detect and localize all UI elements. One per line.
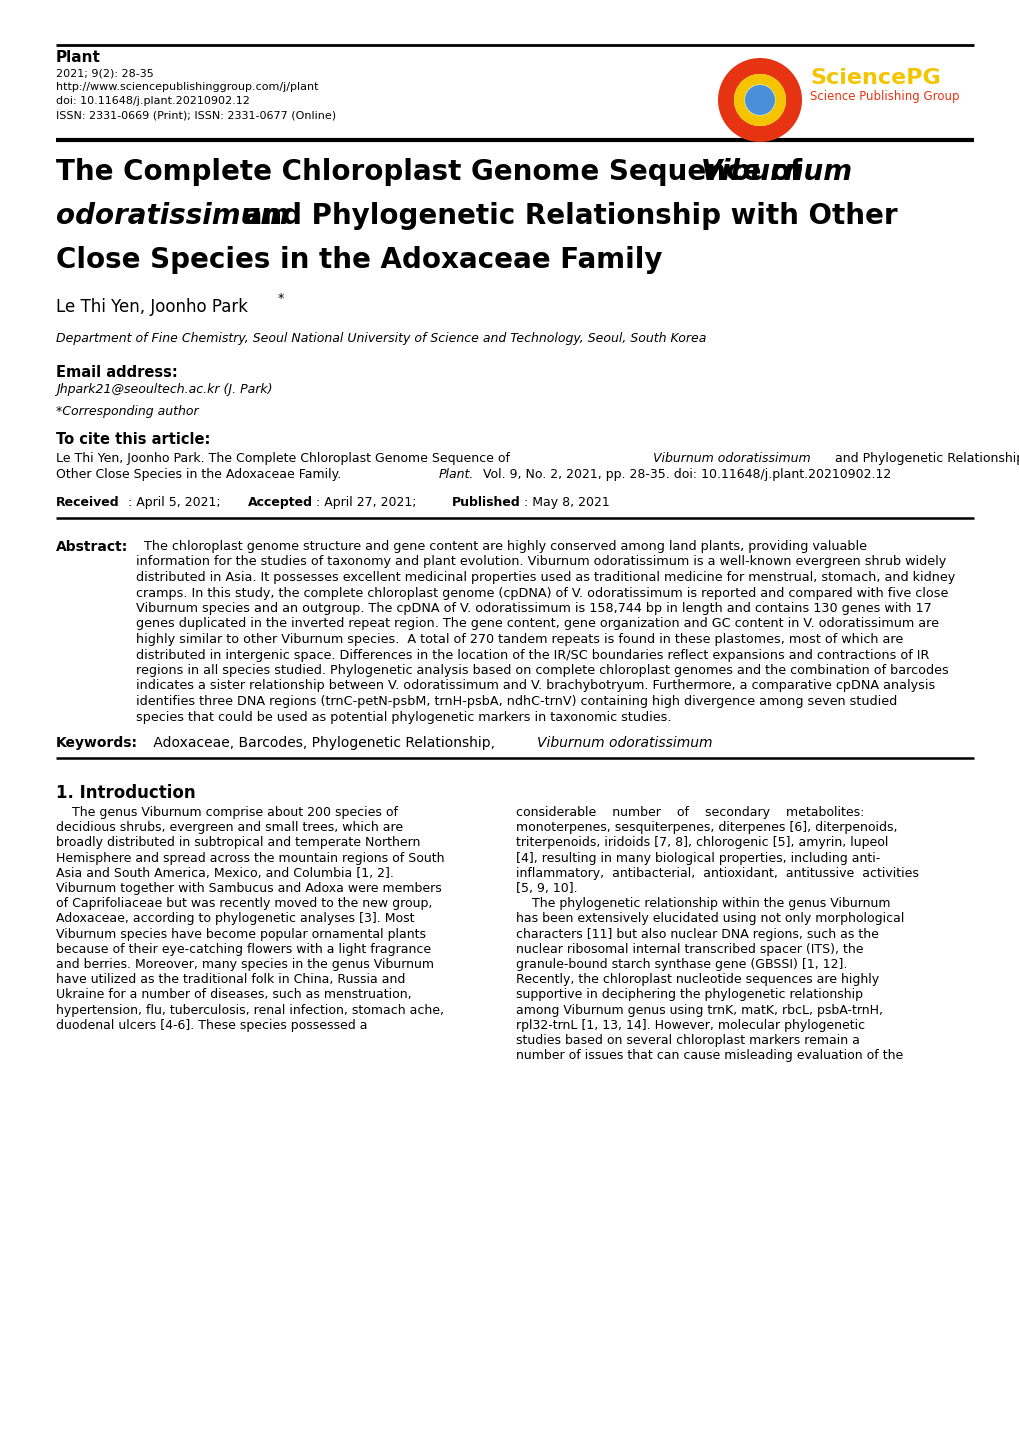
- Text: cramps. In this study, the complete chloroplast genome (cpDNA) of V. odoratissim: cramps. In this study, the complete chlo…: [136, 586, 948, 599]
- Text: Recently, the chloroplast nucleotide sequences are highly: Recently, the chloroplast nucleotide seq…: [516, 973, 878, 986]
- Text: 1. Introduction: 1. Introduction: [56, 784, 196, 802]
- Text: hypertension, flu, tuberculosis, renal infection, stomach ache,: hypertension, flu, tuberculosis, renal i…: [56, 1003, 443, 1017]
- Circle shape: [744, 85, 774, 115]
- Text: The phylogenetic relationship within the genus Viburnum: The phylogenetic relationship within the…: [516, 898, 890, 911]
- Text: Other Close Species in the Adoxaceae Family.: Other Close Species in the Adoxaceae Fam…: [56, 468, 344, 481]
- Text: *Corresponding author: *Corresponding author: [56, 405, 199, 418]
- Text: Plant.: Plant.: [438, 468, 474, 481]
- Text: SciencePG: SciencePG: [809, 68, 940, 88]
- Text: Adoxaceae, Barcodes, Phylogenetic Relationship,: Adoxaceae, Barcodes, Phylogenetic Relati…: [149, 736, 499, 750]
- Text: supportive in deciphering the phylogenetic relationship: supportive in deciphering the phylogenet…: [516, 988, 862, 1001]
- Text: Viburnum: Viburnum: [700, 157, 852, 186]
- Text: duodenal ulcers [4-6]. These species possessed a: duodenal ulcers [4-6]. These species pos…: [56, 1019, 367, 1032]
- Text: nuclear ribosomal internal transcribed spacer (ITS), the: nuclear ribosomal internal transcribed s…: [516, 942, 863, 955]
- Text: identifies three DNA regions (trnC-petN-psbM, trnH-psbA, ndhC-trnV) containing h: identifies three DNA regions (trnC-petN-…: [136, 696, 897, 709]
- Text: information for the studies of taxonomy and plant evolution. Viburnum odoratissi: information for the studies of taxonomy …: [136, 556, 946, 569]
- Text: broadly distributed in subtropical and temperate Northern: broadly distributed in subtropical and t…: [56, 837, 420, 850]
- Text: Email address:: Email address:: [56, 365, 177, 380]
- Text: Accepted: Accepted: [248, 496, 313, 509]
- Text: and Phylogenetic Relationship with: and Phylogenetic Relationship with: [830, 452, 1019, 465]
- Text: Published: Published: [451, 496, 521, 509]
- Text: odoratissimum: odoratissimum: [56, 202, 289, 229]
- Text: Vol. 9, No. 2, 2021, pp. 28-35. doi: 10.11648/j.plant.20210902.12: Vol. 9, No. 2, 2021, pp. 28-35. doi: 10.…: [479, 468, 891, 481]
- Text: http://www.sciencepublishinggroup.com/j/plant: http://www.sciencepublishinggroup.com/j/…: [56, 82, 318, 92]
- Text: [5, 9, 10].: [5, 9, 10].: [516, 882, 577, 895]
- Text: : May 8, 2021: : May 8, 2021: [524, 496, 609, 509]
- Text: and Phylogenetic Relationship with Other: and Phylogenetic Relationship with Other: [233, 202, 897, 229]
- Text: genes duplicated in the inverted repeat region. The gene content, gene organizat: genes duplicated in the inverted repeat …: [136, 618, 938, 631]
- Text: distributed in Asia. It possesses excellent medicinal properties used as traditi: distributed in Asia. It possesses excell…: [136, 571, 955, 584]
- Text: Keywords:: Keywords:: [56, 736, 138, 750]
- Text: Science Publishing Group: Science Publishing Group: [809, 89, 959, 102]
- Text: indicates a sister relationship between V. odoratissimum and V. brachybotryum. F: indicates a sister relationship between …: [136, 680, 934, 693]
- Text: Le Thi Yen, Joonho Park: Le Thi Yen, Joonho Park: [56, 299, 248, 316]
- Text: Plant: Plant: [56, 51, 101, 65]
- Text: The chloroplast genome structure and gene content are highly conserved among lan: The chloroplast genome structure and gen…: [136, 540, 866, 553]
- Text: Jhpark21@seoultech.ac.kr (J. Park): Jhpark21@seoultech.ac.kr (J. Park): [56, 382, 272, 395]
- Text: : April 27, 2021;: : April 27, 2021;: [316, 496, 420, 509]
- Text: Viburnum species and an outgroup. The cpDNA of V. odoratissimum is 158,744 bp in: Viburnum species and an outgroup. The cp…: [136, 602, 930, 615]
- Text: regions in all species studied. Phylogenetic analysis based on complete chloropl: regions in all species studied. Phylogen…: [136, 664, 948, 677]
- Wedge shape: [734, 74, 786, 126]
- Text: To cite this article:: To cite this article:: [56, 431, 210, 447]
- Text: highly similar to other Viburnum species.  A total of 270 tandem repeats is foun: highly similar to other Viburnum species…: [136, 633, 903, 646]
- Text: Viburnum odoratissimum: Viburnum odoratissimum: [536, 736, 712, 750]
- Text: Adoxaceae, according to phylogenetic analyses [3]. Most: Adoxaceae, according to phylogenetic ana…: [56, 912, 414, 925]
- Text: decidious shrubs, evergreen and small trees, which are: decidious shrubs, evergreen and small tr…: [56, 821, 403, 834]
- Text: distributed in intergenic space. Differences in the location of the IR/SC bounda: distributed in intergenic space. Differe…: [136, 648, 928, 661]
- Text: 2021; 9(2): 28-35: 2021; 9(2): 28-35: [56, 68, 154, 78]
- Text: Department of Fine Chemistry, Seoul National University of Science and Technolog: Department of Fine Chemistry, Seoul Nati…: [56, 332, 706, 345]
- Text: considerable    number    of    secondary    metabolites:: considerable number of secondary metabol…: [516, 807, 863, 820]
- Text: [4], resulting in many biological properties, including anti-: [4], resulting in many biological proper…: [516, 851, 879, 864]
- Text: Hemisphere and spread across the mountain regions of South: Hemisphere and spread across the mountai…: [56, 851, 444, 864]
- Text: triterpenoids, iridoids [7, 8], chlorogenic [5], amyrin, lupeol: triterpenoids, iridoids [7, 8], chloroge…: [516, 837, 888, 850]
- Text: Le Thi Yen, Joonho Park. The Complete Chloroplast Genome Sequence of: Le Thi Yen, Joonho Park. The Complete Ch…: [56, 452, 514, 465]
- Text: Received: Received: [56, 496, 119, 509]
- Text: Close Species in the Adoxaceae Family: Close Species in the Adoxaceae Family: [56, 245, 662, 274]
- Text: among Viburnum genus using trnK, matK, rbcL, psbA-trnH,: among Viburnum genus using trnK, matK, r…: [516, 1003, 882, 1017]
- Text: Viburnum together with Sambucus and Adoxa were members: Viburnum together with Sambucus and Adox…: [56, 882, 441, 895]
- Text: studies based on several chloroplast markers remain a: studies based on several chloroplast mar…: [516, 1035, 859, 1048]
- Text: because of their eye-catching flowers with a light fragrance: because of their eye-catching flowers wi…: [56, 942, 431, 955]
- Text: granule-bound starch synthase gene (GBSSI) [1, 12].: granule-bound starch synthase gene (GBSS…: [516, 958, 847, 971]
- Text: have utilized as the traditional folk in China, Russia and: have utilized as the traditional folk in…: [56, 973, 405, 986]
- Text: rpl32-trnL [1, 13, 14]. However, molecular phylogenetic: rpl32-trnL [1, 13, 14]. However, molecul…: [516, 1019, 864, 1032]
- Text: Asia and South America, Mexico, and Columbia [1, 2].: Asia and South America, Mexico, and Colu…: [56, 867, 393, 880]
- Text: ISSN: 2331-0669 (Print); ISSN: 2331-0677 (Online): ISSN: 2331-0669 (Print); ISSN: 2331-0677…: [56, 110, 336, 120]
- Text: and berries. Moreover, many species in the genus Viburnum: and berries. Moreover, many species in t…: [56, 958, 433, 971]
- Text: has been extensively elucidated using not only morphological: has been extensively elucidated using no…: [516, 912, 904, 925]
- Text: of Caprifoliaceae but was recently moved to the new group,: of Caprifoliaceae but was recently moved…: [56, 898, 432, 911]
- Text: The genus Viburnum comprise about 200 species of: The genus Viburnum comprise about 200 sp…: [56, 807, 397, 820]
- Text: monoterpenes, sesquiterpenes, diterpenes [6], diterpenoids,: monoterpenes, sesquiterpenes, diterpenes…: [516, 821, 897, 834]
- Text: species that could be used as potential phylogenetic markers in taxonomic studie: species that could be used as potential …: [136, 710, 671, 723]
- Text: Ukraine for a number of diseases, such as menstruation,: Ukraine for a number of diseases, such a…: [56, 988, 412, 1001]
- Text: characters [11] but also nuclear DNA regions, such as the: characters [11] but also nuclear DNA reg…: [516, 928, 878, 941]
- Text: Abstract:: Abstract:: [56, 540, 128, 554]
- Text: Viburnum species have become popular ornamental plants: Viburnum species have become popular orn…: [56, 928, 426, 941]
- Wedge shape: [717, 58, 801, 141]
- Text: number of issues that can cause misleading evaluation of the: number of issues that can cause misleadi…: [516, 1049, 903, 1062]
- Text: doi: 10.11648/j.plant.20210902.12: doi: 10.11648/j.plant.20210902.12: [56, 97, 250, 105]
- Text: inflammatory,  antibacterial,  antioxidant,  antitussive  activities: inflammatory, antibacterial, antioxidant…: [516, 867, 918, 880]
- Text: *: *: [278, 291, 284, 304]
- Text: The Complete Chloroplast Genome Sequence of: The Complete Chloroplast Genome Sequence…: [56, 157, 811, 186]
- Text: : April 5, 2021;: : April 5, 2021;: [127, 496, 224, 509]
- Text: Viburnum odoratissimum: Viburnum odoratissimum: [652, 452, 810, 465]
